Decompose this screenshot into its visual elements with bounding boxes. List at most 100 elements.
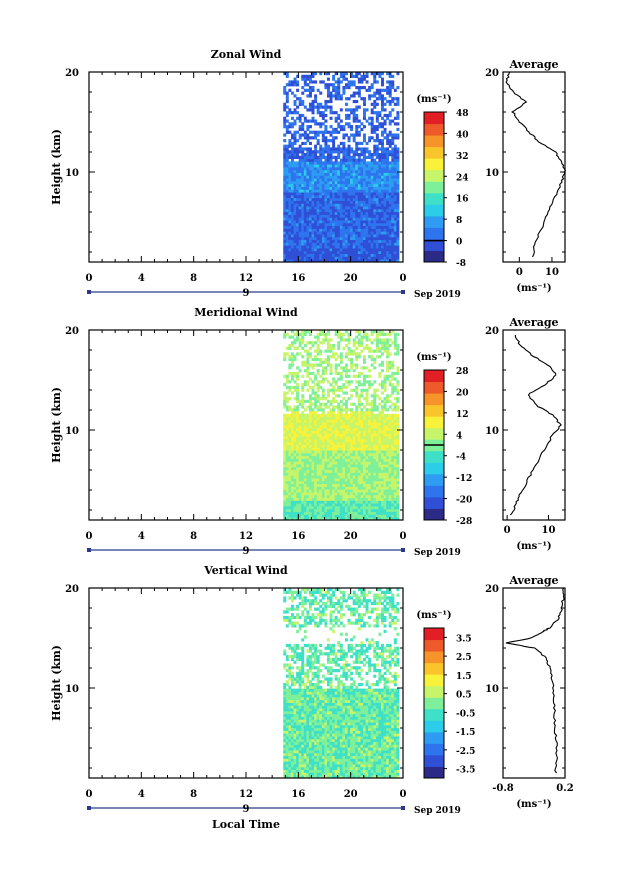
heatmap-cell [298, 217, 302, 221]
heatmap-cell [370, 116, 374, 120]
heatmap-cell [293, 102, 297, 106]
heatmap-cell [285, 503, 289, 507]
heatmap-cell [360, 444, 364, 448]
x-tick-label: 20 [344, 273, 358, 284]
heatmap-cell [365, 506, 369, 510]
heatmap-cell [375, 208, 379, 213]
heatmap-cell [396, 455, 400, 459]
heatmap-cell [370, 489, 374, 493]
heatmap-cell [350, 80, 354, 84]
heatmap-cell [324, 220, 328, 224]
heatmap-cell [362, 197, 366, 201]
heatmap-cell [293, 413, 297, 418]
heatmap-cell [352, 164, 356, 168]
heatmap-cell [342, 508, 346, 513]
heatmap-cell [298, 475, 302, 479]
heatmap-cell [378, 508, 382, 513]
heatmap-cell [293, 503, 297, 507]
x-tick-label: 4 [138, 273, 145, 284]
heatmap-cell [319, 494, 323, 499]
heatmap-cell [350, 155, 354, 160]
heatmap-cell [373, 422, 377, 426]
heatmap-cell [337, 180, 341, 185]
heatmap-cell [290, 125, 294, 129]
heatmap-cell [396, 380, 400, 384]
heatmap-cell [296, 352, 300, 356]
heatmap-cell [386, 497, 390, 501]
heatmap-cell [329, 194, 333, 199]
heatmap-cell [316, 208, 320, 213]
heatmap-cell [332, 452, 336, 457]
heatmap-cell [355, 422, 359, 426]
heatmap-cell [362, 183, 366, 187]
heatmap-cell [393, 419, 397, 423]
heatmap-cell [324, 402, 328, 406]
heatmap-cell [314, 203, 318, 207]
heatmap-cell [347, 175, 351, 179]
heatmap-cell [308, 239, 312, 243]
heatmap-cell [373, 183, 377, 187]
heatmap-cell [316, 228, 320, 232]
heatmap-cell [350, 189, 354, 193]
heatmap-cell [321, 458, 325, 462]
heatmap-cell [285, 486, 289, 490]
heatmap-cell [337, 214, 341, 218]
heatmap-cell [319, 475, 323, 479]
heatmap-cell [334, 369, 338, 373]
heatmap-cell [360, 153, 364, 157]
heatmap-cell [321, 469, 325, 473]
heatmap-cell [339, 455, 343, 459]
heatmap-cell [368, 500, 372, 504]
heatmap-cell [337, 208, 341, 213]
heatmap-cell [347, 335, 351, 339]
heatmap-cell [324, 466, 328, 471]
heatmap-cell [311, 388, 315, 392]
heatmap-cell [319, 175, 323, 179]
heatmap-cell [319, 72, 323, 76]
heatmap-cell [347, 250, 351, 255]
heatmap-cell [391, 455, 395, 459]
heatmap-cell [334, 80, 338, 84]
heatmap-cell [360, 231, 364, 235]
heatmap-cell [339, 242, 343, 246]
x-tick-label: 8 [190, 273, 197, 284]
heatmap-cell [347, 486, 351, 490]
heatmap-cell [298, 150, 302, 154]
heatmap-cell [314, 175, 318, 179]
heatmap-cell [283, 167, 287, 171]
heatmap-cell [368, 122, 372, 126]
heatmap-cell [298, 503, 302, 507]
heatmap-cell [288, 355, 292, 359]
heatmap-cell [321, 486, 325, 490]
heatmap-cell [337, 161, 341, 165]
heatmap-cell [391, 506, 395, 510]
heatmap-cell [339, 511, 343, 515]
heatmap-cell [308, 245, 312, 249]
heatmap-cell [306, 492, 310, 496]
heatmap-cell [326, 194, 330, 199]
heatmap-cell [285, 211, 289, 215]
heatmap-cell [285, 511, 289, 515]
heatmap-cell [319, 506, 323, 510]
heatmap-cell [293, 483, 297, 487]
heatmap-cell [306, 506, 310, 510]
heatmap-cell [365, 206, 369, 210]
heatmap-cell [388, 161, 392, 165]
heatmap-cell [306, 178, 310, 182]
heatmap-cell [298, 136, 302, 140]
heatmap-cell [319, 341, 323, 345]
heatmap-cell [355, 436, 359, 440]
heatmap-cell [339, 388, 343, 392]
heatmap-cell [337, 503, 341, 507]
heatmap-cell [319, 332, 323, 336]
heatmap-cell [288, 385, 292, 390]
heatmap-cell [380, 480, 384, 485]
heatmap-cell [396, 408, 400, 412]
heatmap-cell [290, 116, 294, 120]
heatmap-cell [386, 183, 390, 187]
heatmap-cell [288, 447, 292, 451]
heatmap-cell [373, 186, 377, 190]
heatmap-cell [383, 497, 387, 501]
heatmap-cell [290, 483, 294, 487]
heatmap-cell [365, 514, 369, 518]
